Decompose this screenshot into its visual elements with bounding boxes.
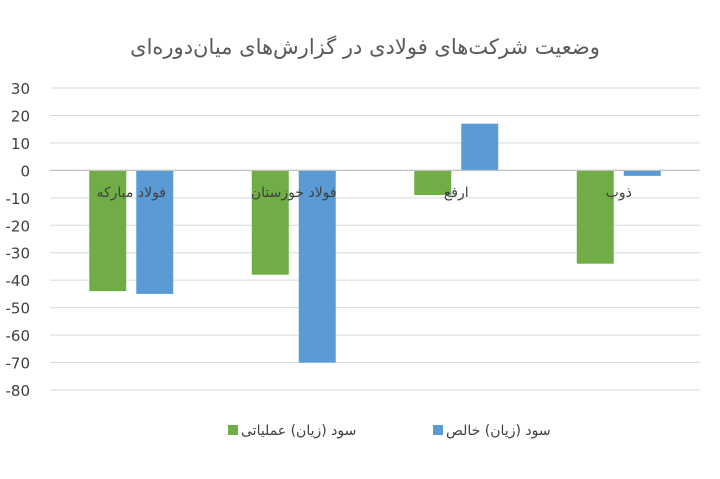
bars [89, 123, 661, 363]
y-tick-label: 20 [11, 107, 30, 125]
y-tick-label: -50 [6, 300, 31, 318]
bar [461, 123, 499, 171]
legend: سود (زیان) خالص سود (زیان) عملیاتی [228, 423, 551, 439]
y-tick-label: 30 [11, 80, 30, 98]
bar [414, 170, 452, 196]
category-label: ذوب [606, 185, 632, 201]
category-labels: فولاد مبارکه فولاد خوزستان ارفع ذوب [96, 185, 631, 201]
chart-title: وضعیت شرکت‌های فولادی در گزارش‌های میان‌… [130, 35, 600, 59]
y-tick-label: -40 [6, 272, 31, 290]
legend-label: سود (زیان) خالص [446, 423, 551, 439]
y-tick-label: -30 [6, 245, 31, 263]
legend-swatch [433, 425, 443, 435]
bar [251, 170, 289, 275]
y-tick-label: -80 [6, 382, 31, 400]
bar [136, 170, 174, 294]
legend-swatch [228, 425, 238, 435]
bar [298, 170, 336, 363]
y-tick-label: -20 [6, 217, 31, 235]
bar [576, 170, 614, 264]
y-tick-label: 10 [11, 135, 30, 153]
category-label: فولاد مبارکه [96, 185, 166, 201]
legend-label: سود (زیان) عملیاتی [241, 423, 356, 439]
category-label: ارفع [444, 185, 469, 201]
y-tick-label: 0 [20, 162, 30, 180]
grid-lines [50, 87, 700, 391]
category-label: فولاد خوزستان [251, 185, 337, 201]
y-tick-label: -60 [6, 327, 31, 345]
y-axis-ticks: 30 20 10 0 -10 -20 -30 -40 -50 -60 -70 -80 [6, 80, 31, 400]
bar [623, 170, 661, 176]
bar [89, 170, 127, 292]
y-tick-label: -70 [6, 355, 31, 373]
y-tick-label: -10 [6, 190, 31, 208]
